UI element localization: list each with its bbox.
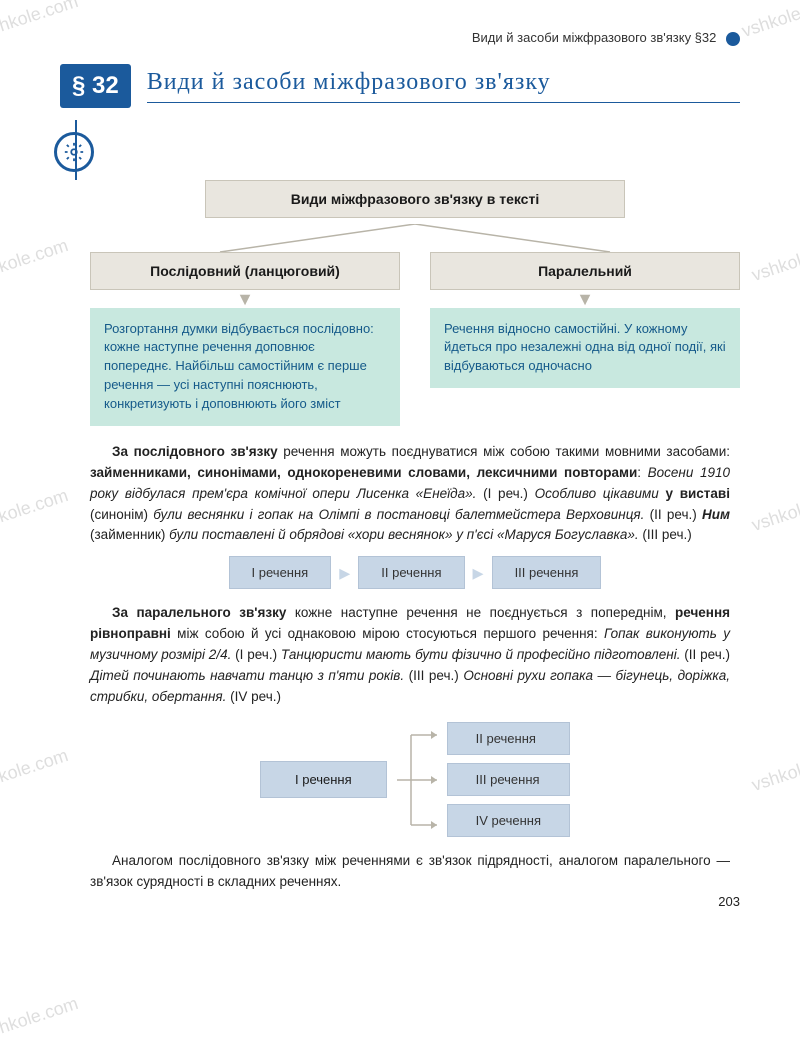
connector-lines <box>90 224 740 252</box>
parallel-chip-4: IV речення <box>447 804 570 837</box>
sequential-body: Розгортання думки відбувається послідовн… <box>90 308 400 426</box>
parallel-head: Паралельний <box>430 252 740 290</box>
section-header: § 32 Види й засоби міжфразового зв'язку <box>60 64 740 108</box>
parallel-chain-diagram: І речення ІІ речення ІІІ речення IV рече… <box>90 722 740 837</box>
paragraph-sequential: За послідовного зв'язку речення можуть п… <box>90 442 730 547</box>
section-number-badge: § 32 <box>60 64 131 108</box>
gear-icon <box>54 132 94 172</box>
section-title: Види й засоби міжфразового зв'язку <box>147 69 740 103</box>
arrow-down-icon: ▼ <box>430 290 740 308</box>
chain-chip-1: І речення <box>229 556 332 589</box>
parallel-chip-3: ІІІ речення <box>447 763 570 796</box>
arrow-down-icon: ▼ <box>90 290 400 308</box>
vertical-rule <box>75 120 77 180</box>
sequential-chain-diagram: І речення ▸ ІІ речення ▸ ІІІ речення <box>90 556 740 589</box>
parallel-left-chip: І речення <box>260 761 387 798</box>
types-diagram: Види міжфразового зв'язку в тексті Послі… <box>90 180 740 426</box>
parallel-chip-2: ІІ речення <box>447 722 570 755</box>
diagram-title: Види міжфразового зв'язку в тексті <box>205 180 625 218</box>
running-header-text: Види й засоби міжфразового зв'язку §32 <box>472 30 717 45</box>
bracket-icon <box>397 725 437 835</box>
sequential-head: Послідовний (ланцюговий) <box>90 252 400 290</box>
sequential-column: Послідовний (ланцюговий) ▼ Розгортання д… <box>90 252 400 426</box>
watermark: vshkole.com <box>0 993 81 1044</box>
chain-chip-2: ІІ речення <box>358 556 464 589</box>
header-dot-icon <box>726 32 740 46</box>
page-number: 203 <box>718 894 740 909</box>
parallel-column: Паралельний ▼ Речення відносно самостійн… <box>430 252 740 426</box>
chevron-right-icon: ▸ <box>339 560 350 586</box>
chain-chip-3: ІІІ речення <box>492 556 602 589</box>
running-header: Види й засоби міжфразового зв'язку §32 <box>60 30 740 46</box>
chevron-right-icon: ▸ <box>473 560 484 586</box>
paragraph-parallel: За паралельного зв'язку кожне наступне р… <box>90 603 730 708</box>
parallel-body: Речення відносно самостійні. У кожному й… <box>430 308 740 389</box>
paragraph-conclusion: Аналогом послідовного зв'язку між реченн… <box>90 851 730 893</box>
